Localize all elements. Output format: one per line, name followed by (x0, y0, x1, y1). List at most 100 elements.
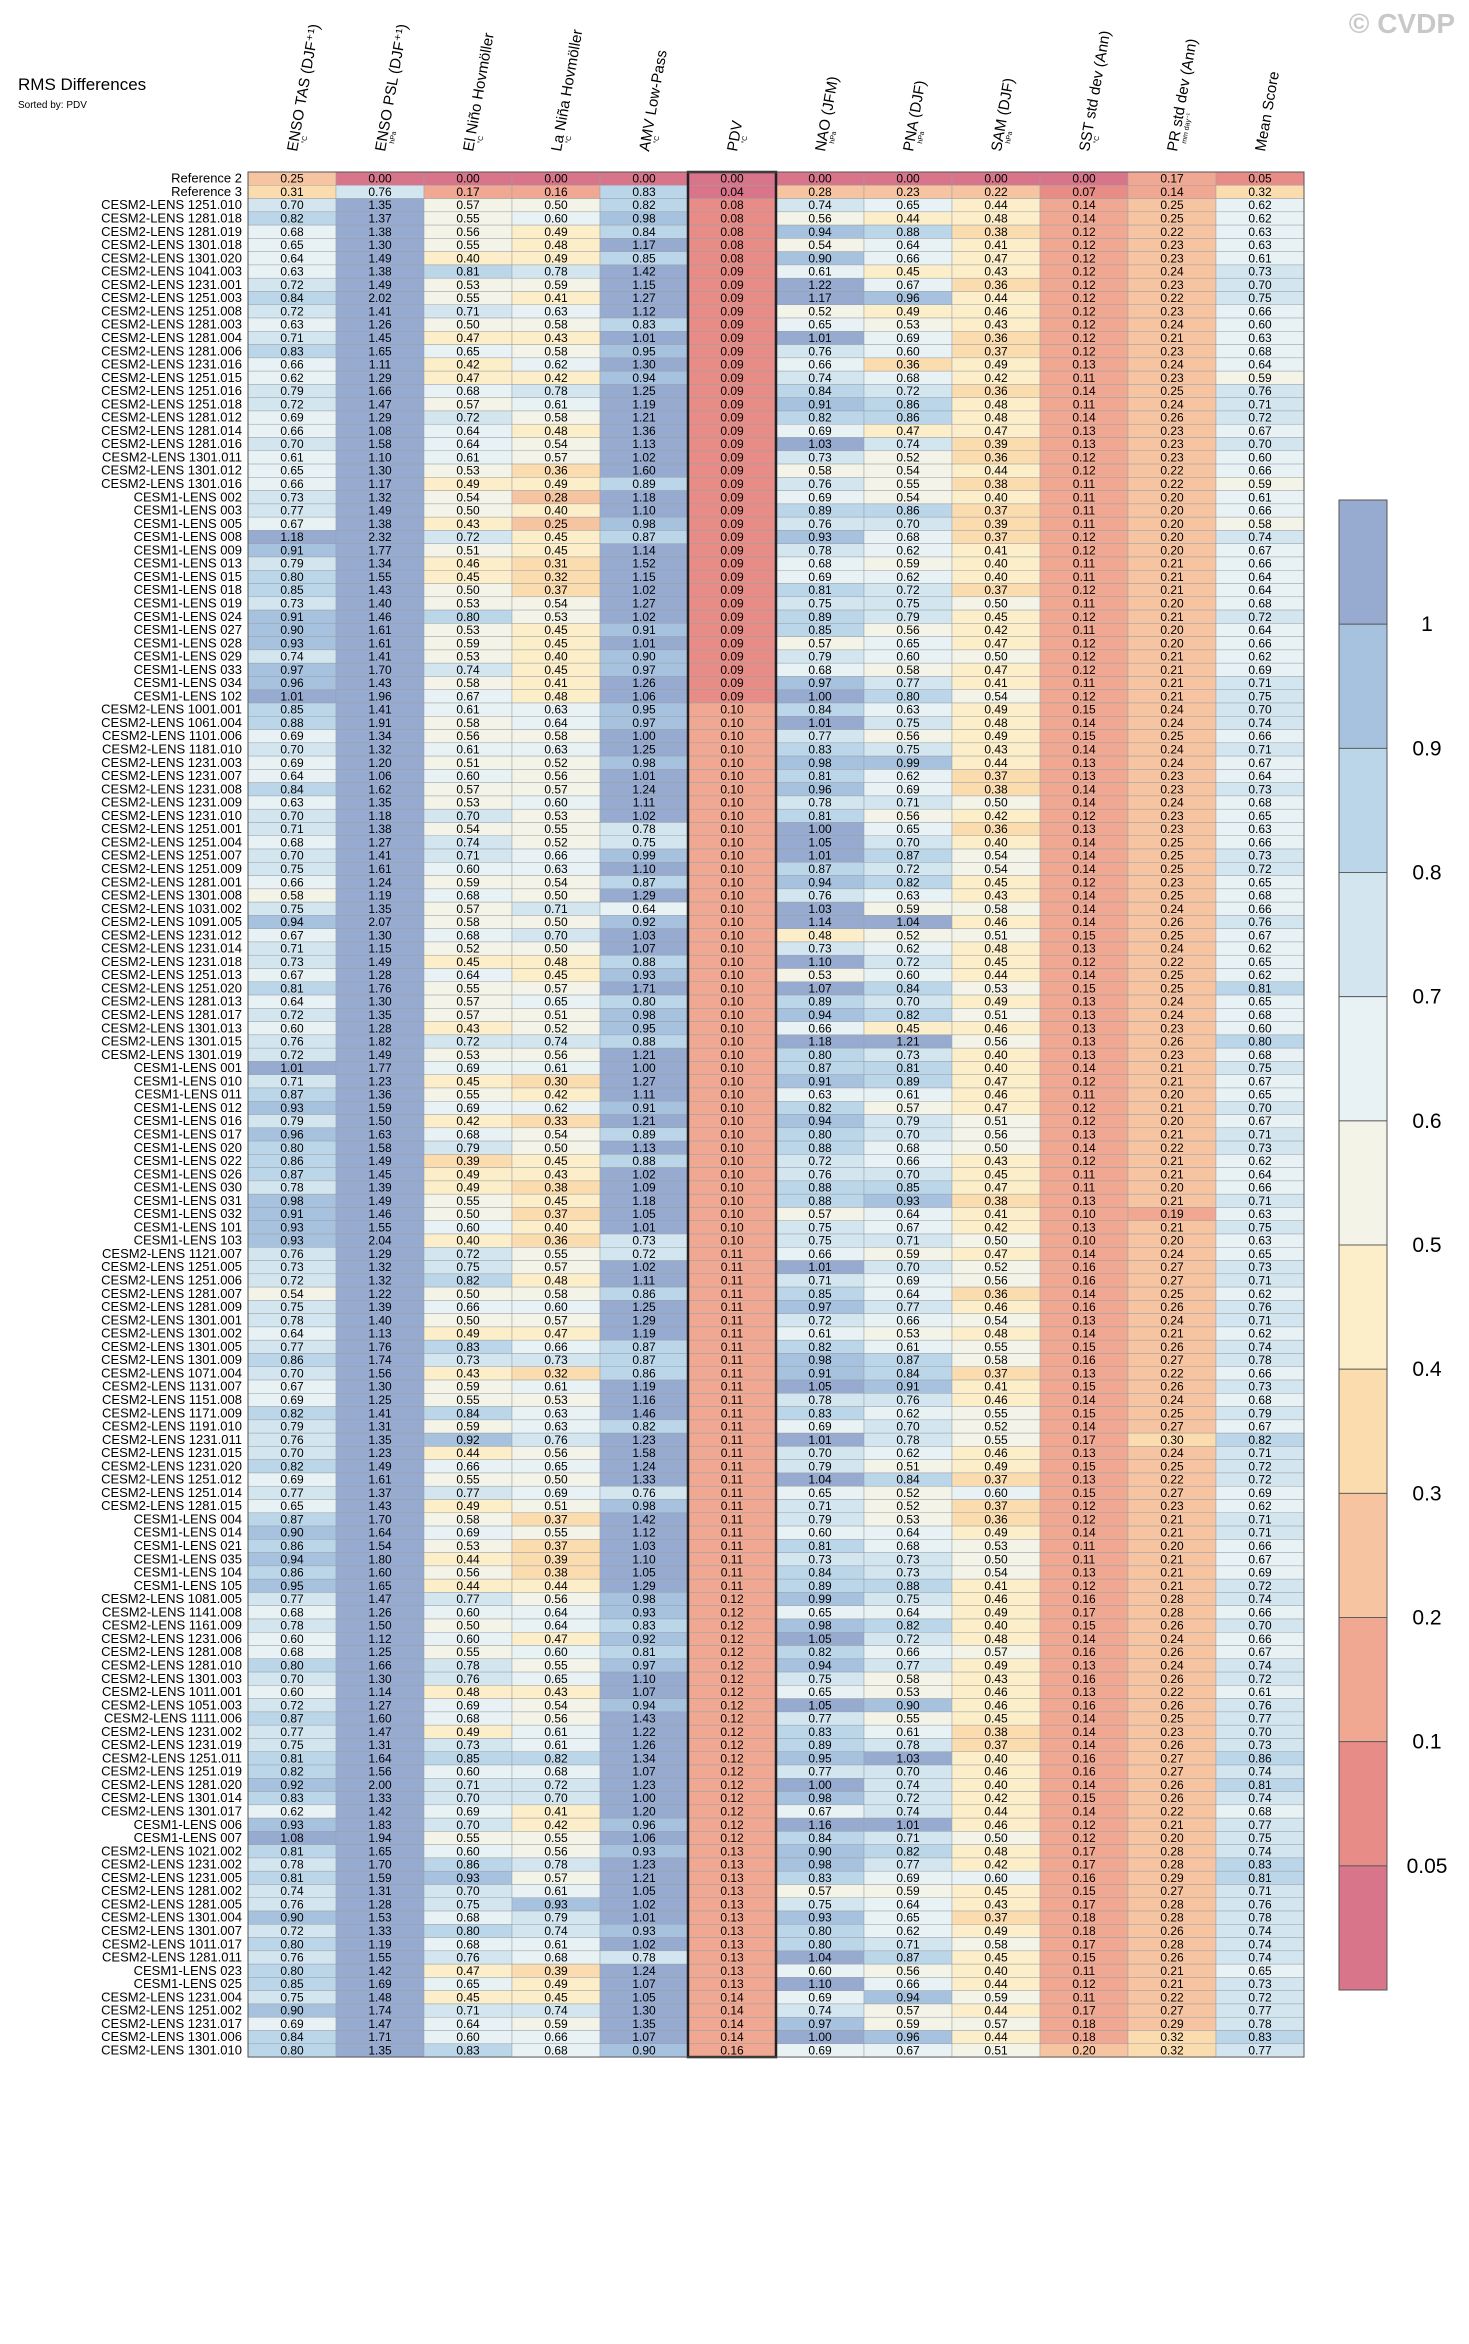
cell-value: 0.14 (1072, 1287, 1096, 1301)
cell-value: 1.15 (632, 278, 656, 292)
cell-value: 1.12 (368, 1632, 392, 1646)
cell-value: 0.25 (1160, 384, 1184, 398)
cell-value: 0.69 (808, 1990, 832, 2004)
cell-value: 0.17 (1072, 2004, 1096, 2018)
cell-value: 0.14 (720, 2004, 744, 2018)
cell-value: 0.68 (896, 1141, 920, 1155)
cell-value: 0.72 (456, 530, 480, 544)
cell-value: 0.60 (544, 796, 568, 810)
cell-value: 0.57 (456, 782, 480, 796)
cell-value: 0.94 (896, 1990, 920, 2004)
cell-value: 0.41 (984, 543, 1008, 557)
cell-value: 0.82 (808, 411, 832, 425)
cell-value: 0.37 (544, 583, 568, 597)
row-label: CESM2-LENS 1191.010 (102, 1419, 242, 1434)
cell-value: 0.72 (1248, 1459, 1272, 1473)
column-header: PDV (724, 119, 746, 152)
cell-value: 0.95 (632, 344, 656, 358)
cell-value: 1.43 (368, 676, 392, 690)
cell-value: 0.25 (1160, 835, 1184, 849)
cell-value: 0.09 (720, 623, 744, 637)
cell-value: 0.62 (896, 942, 920, 956)
cell-value: 1.46 (368, 610, 392, 624)
cell-value: 0.77 (456, 1486, 480, 1500)
cell-value: 0.78 (280, 1619, 304, 1633)
cell-value: 0.25 (1160, 849, 1184, 863)
cell-value: 0.51 (544, 1008, 568, 1022)
cell-value: 0.72 (896, 1791, 920, 1805)
column-unit: °C (652, 135, 661, 144)
cell-value: 0.71 (1248, 676, 1272, 690)
cell-value: 0.42 (984, 371, 1008, 385)
row-label: CESM2-LENS 1111.006 (104, 1711, 242, 1726)
cell-value: 0.25 (1160, 212, 1184, 226)
cell-value: 0.72 (280, 1048, 304, 1062)
cell-value: 0.10 (720, 1167, 744, 1181)
cell-value: 0.87 (632, 530, 656, 544)
cell-value: 0.49 (456, 1181, 480, 1195)
cell-value: 0.42 (544, 371, 568, 385)
cell-value: 0.14 (1072, 1805, 1096, 1819)
cell-value: 0.37 (544, 1207, 568, 1221)
cell-value: 0.55 (456, 1645, 480, 1659)
cell-value: 1.01 (632, 636, 656, 650)
cell-value: 0.64 (896, 1526, 920, 1540)
row-label: CESM2-LENS 1251.010 (101, 197, 242, 212)
cell-value: 0.25 (1160, 729, 1184, 743)
cell-value: 1.29 (632, 1313, 656, 1327)
cell-value: 0.70 (1248, 703, 1272, 717)
cell-value: 0.87 (896, 1951, 920, 1965)
cell-value: 0.56 (984, 1127, 1008, 1141)
cell-value: 1.02 (632, 1167, 656, 1181)
cell-value: 0.54 (544, 1127, 568, 1141)
cell-value: 0.56 (544, 1844, 568, 1858)
cell-value: 0.09 (720, 663, 744, 677)
row-label: CESM2-LENS 1281.010 (101, 1657, 242, 1672)
cell-value: 1.50 (368, 1619, 392, 1633)
cell-value: 1.47 (368, 397, 392, 411)
cell-value: 0.40 (984, 490, 1008, 504)
cell-value: 0.55 (544, 1247, 568, 1261)
cell-value: 0.57 (544, 1313, 568, 1327)
cell-value: 1.96 (368, 689, 392, 703)
row-label: CESM2-LENS 1301.012 (101, 463, 242, 478)
cell-value: 1.13 (632, 437, 656, 451)
cell-value: 0.10 (720, 981, 744, 995)
cell-value: 0.50 (544, 915, 568, 929)
cell-value: 0.91 (808, 1366, 832, 1380)
cell-value: 0.93 (808, 530, 832, 544)
cell-value: 0.57 (456, 995, 480, 1009)
cell-value: 0.11 (721, 1526, 744, 1540)
cell-value: 0.85 (280, 703, 304, 717)
cell-value: 0.74 (808, 2004, 832, 2018)
cell-value: 1.54 (368, 1539, 392, 1553)
cell-value: 0.75 (1248, 1220, 1272, 1234)
chart-title: RMS Differences (18, 75, 146, 94)
cell-value: 0.43 (456, 1021, 480, 1035)
row-label: CESM2-LENS 1251.020 (101, 980, 242, 995)
cell-value: 0.69 (280, 1393, 304, 1407)
cell-value: 0.23 (1160, 424, 1184, 438)
cell-value: 0.20 (1160, 596, 1184, 610)
cell-value: 0.80 (808, 1048, 832, 1062)
cell-value: 0.60 (280, 1685, 304, 1699)
cell-value: 0.44 (984, 1977, 1008, 1991)
cell-value: 0.65 (280, 238, 304, 252)
cell-value: 1.31 (368, 1738, 392, 1752)
row-label: CESM1-LENS 011 (135, 1087, 242, 1102)
row-label: CESM1-LENS 030 (134, 1180, 242, 1195)
cell-value: 0.13 (1072, 437, 1096, 451)
cell-value: 0.47 (456, 1964, 480, 1978)
row-label: CESM2-LENS 1231.005 (101, 1870, 242, 1885)
cell-value: 1.65 (368, 1844, 392, 1858)
cell-value: 0.12 (1072, 1499, 1096, 1513)
cell-value: 0.21 (1160, 1977, 1184, 1991)
row-label: CESM2-LENS 1231.003 (101, 755, 242, 770)
cell-value: 0.12 (1072, 291, 1096, 305)
cell-value: 0.69 (1248, 663, 1272, 677)
cell-value: 0.32 (1160, 2043, 1184, 2057)
cell-value: 0.65 (456, 1977, 480, 1991)
cell-value: 0.98 (632, 1008, 656, 1022)
cell-value: 0.72 (280, 1924, 304, 1938)
cell-value: 0.23 (1160, 782, 1184, 796)
